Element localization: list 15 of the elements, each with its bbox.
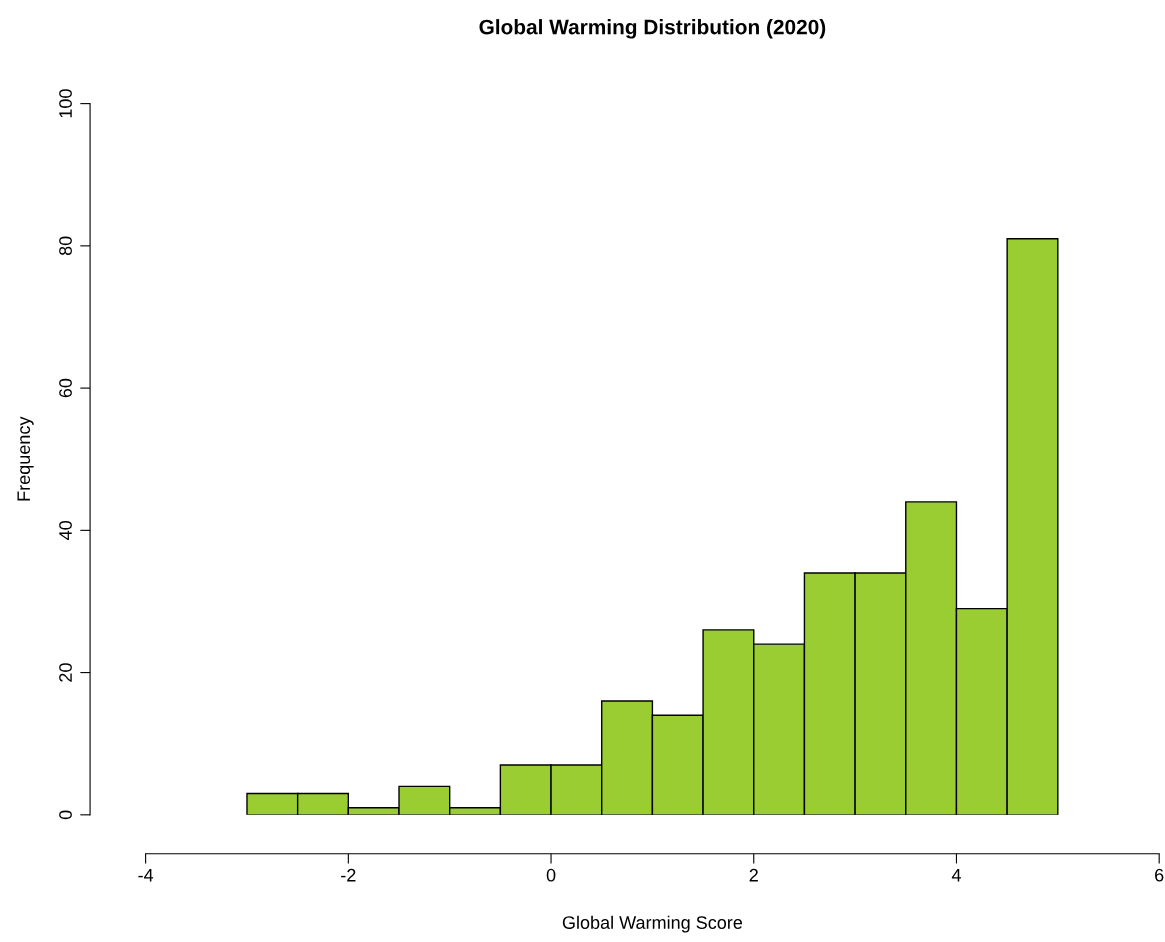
y-tick-label: 100 — [59, 89, 72, 118]
y-tick-label: 40 — [59, 521, 72, 540]
chart-title: Global Warming Distribution (2020) — [479, 19, 826, 39]
y-axis-title: Frequency — [17, 416, 34, 501]
y-tick-label: 0 — [59, 810, 72, 820]
y-tick-label: 20 — [59, 663, 72, 682]
x-tick-label: -4 — [138, 868, 154, 882]
x-axis-title: Global Warming Score — [562, 915, 743, 933]
x-tick-label: 2 — [749, 868, 758, 882]
x-tick-label: 0 — [546, 868, 556, 882]
x-tick-label: 6 — [1155, 868, 1164, 882]
y-tick-label: 60 — [59, 378, 72, 398]
x-tick-label: 4 — [951, 868, 961, 882]
x-tick-label: -2 — [341, 868, 356, 882]
y-tick-label: 80 — [59, 236, 72, 256]
